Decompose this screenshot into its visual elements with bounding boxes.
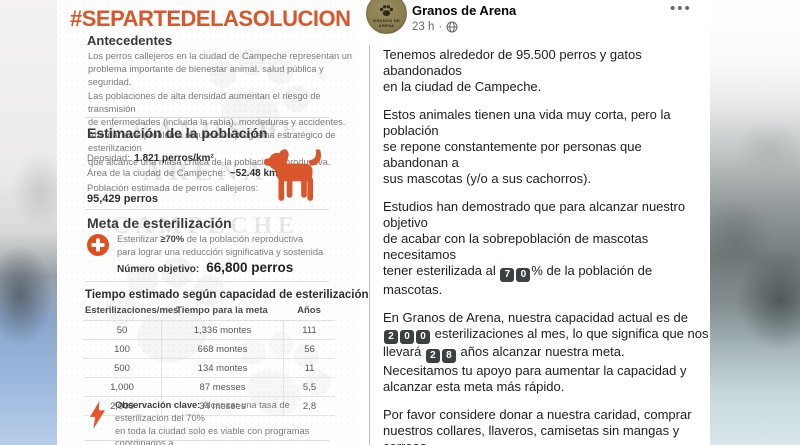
background-photo-left bbox=[0, 0, 57, 445]
section-divider bbox=[85, 209, 329, 210]
table-cell: 111 bbox=[283, 321, 335, 339]
population-label: Población estimada de perros callejeros: bbox=[87, 183, 259, 194]
table-cell: 2,8 bbox=[283, 397, 335, 415]
table-cell: 1,336 montes bbox=[161, 321, 283, 339]
post-body: Tenemos alrededor de 95.500 perros y gat… bbox=[383, 47, 710, 445]
col-header: Tiempo para la meta bbox=[176, 305, 268, 316]
post-options-button[interactable]: ••• bbox=[670, 0, 692, 17]
timestamp[interactable]: 23 h bbox=[412, 21, 435, 33]
table-cell: 1,000 bbox=[110, 381, 134, 393]
section-divider bbox=[85, 440, 329, 441]
table-cell: 87 messes bbox=[161, 378, 283, 396]
table-cell: 500 bbox=[114, 362, 130, 374]
lightning-icon bbox=[90, 401, 105, 429]
meta-70-bold: ≥70% bbox=[160, 234, 185, 244]
avatar[interactable]: GRANOS DE ARENA bbox=[366, 0, 407, 34]
table-cell: 100 bbox=[114, 343, 130, 355]
table-heading: Tiempo estimado según capacidad de ester… bbox=[85, 289, 369, 301]
antecedentes-heading: Antecedentes bbox=[87, 33, 173, 48]
section-divider bbox=[85, 281, 329, 282]
table-cell: 50 bbox=[116, 324, 128, 336]
avatar-text: GRANOS DE ARENA bbox=[373, 18, 400, 28]
globe-icon bbox=[446, 21, 458, 33]
observation-text: Observación clave: Alcanzar una tasa de … bbox=[115, 400, 310, 445]
post-text: Tenemos alrededor de 95.500 perros y gat… bbox=[383, 47, 642, 94]
table-cell: 34 mesees bbox=[161, 397, 283, 415]
background-photo-right bbox=[710, 0, 800, 445]
table-row: 1,000 87 messes 5,5 bbox=[83, 378, 335, 397]
col-header: Años bbox=[297, 305, 321, 316]
keycap-digit: 0 bbox=[416, 330, 430, 344]
infographic-title: #SEPARTEDELASOLUCION bbox=[70, 6, 351, 31]
meta-description: Esterilizar ≥70% de la población reprodu… bbox=[117, 234, 324, 257]
table-cell: 2,000 bbox=[110, 400, 134, 412]
post-text: En Granos de Arena, nuestra capacidad ac… bbox=[383, 309, 688, 325]
post-paragraph: Tenemos alrededor de 95.500 perros y gat… bbox=[383, 47, 710, 95]
table-cell: 56 bbox=[283, 340, 335, 358]
post-text: Por favor considere donar a nuestra cari… bbox=[383, 406, 692, 445]
meta-separator: · bbox=[438, 21, 443, 33]
density-value: 1.821 perros/km² bbox=[134, 153, 214, 164]
table-row: 500 134 montes 11 bbox=[83, 359, 335, 378]
post-text: Estos animales tienen una vida muy corta… bbox=[383, 107, 671, 186]
keycap-digit: 2 bbox=[384, 330, 398, 344]
col-header: Esterilizaciones/mes bbox=[85, 305, 179, 316]
keycap-digit: 0 bbox=[516, 267, 531, 282]
post-meta: 23 h · bbox=[412, 21, 458, 33]
meta-heading: Meta de esterilización bbox=[87, 215, 232, 231]
post-paragraph: Estos animales tienen una vida muy corta… bbox=[383, 107, 710, 187]
table-cell: 11 bbox=[283, 359, 335, 377]
post-text: esterilizaciones al mes, lo que signific… bbox=[383, 325, 709, 360]
keycap-digit: 0 bbox=[400, 330, 414, 344]
keycap-digit: 8 bbox=[441, 348, 456, 363]
table-row: 100 668 montes 56 bbox=[83, 340, 335, 359]
post-left-border bbox=[369, 45, 370, 445]
avatar-paw-icon bbox=[379, 5, 394, 17]
table-header-row: Esterilizaciones/mes Tiempo para la meta… bbox=[83, 303, 335, 321]
post-text: % de la población de mascotas. bbox=[383, 263, 656, 297]
post-paragraph: Estudios han demostrado que para alcanza… bbox=[383, 199, 710, 298]
objective-label: Número objetivo: bbox=[117, 264, 200, 275]
population-value: 95,429 perros bbox=[87, 193, 158, 205]
density-label: Densidad: bbox=[87, 153, 130, 164]
infographic-image[interactable]: GRANOS DE ARENA CAMPECHE #SEPARTEDELASOL… bbox=[57, 0, 369, 445]
area-value: ~52.48 km² bbox=[229, 168, 282, 179]
table-cell: 668 montes bbox=[161, 340, 283, 358]
table-row: 2,000 34 mesees 2,8 bbox=[83, 397, 335, 416]
post-text: años alcanzar nuestra meta. Necesitamos … bbox=[383, 344, 687, 394]
post-paragraph: En Granos de Arena, nuestra capacidad ac… bbox=[383, 310, 710, 395]
dog-icon bbox=[264, 149, 322, 201]
objective-value: 66,800 perros bbox=[206, 260, 294, 275]
keycap-digit: 2 bbox=[425, 348, 440, 363]
area-label: Área de la ciudad de Campeche: bbox=[87, 168, 226, 179]
keycap-digit: 7 bbox=[500, 267, 515, 282]
table-body: 50 1,336 montes 111 100 668 montes 56 500 134 m… bbox=[83, 321, 335, 416]
section-divider bbox=[85, 117, 329, 118]
table-cell: 134 montes bbox=[161, 359, 283, 377]
sterilization-table: Esterilizaciones/mes Tiempo para la meta… bbox=[83, 303, 335, 416]
estimacion-heading: Estimación de la población bbox=[87, 125, 268, 141]
medical-cross-icon bbox=[87, 234, 109, 256]
table-cell: 5,5 bbox=[283, 378, 335, 396]
antecedentes-body: Los perros callejeros en la ciudad de Ca… bbox=[88, 51, 353, 167]
watermark-text: CAMPECHE bbox=[112, 213, 300, 239]
watermark-text: ARENA bbox=[142, 156, 269, 186]
post-text: Estudios han demostrado que para alcanza… bbox=[383, 199, 686, 278]
author-name[interactable]: Granos de Arena bbox=[412, 3, 517, 18]
watermark-text: GRANOS DE bbox=[107, 118, 305, 144]
post-paragraph: Por favor considere donar a nuestra cari… bbox=[383, 407, 710, 445]
table-row: 50 1,336 montes 111 bbox=[83, 321, 335, 340]
